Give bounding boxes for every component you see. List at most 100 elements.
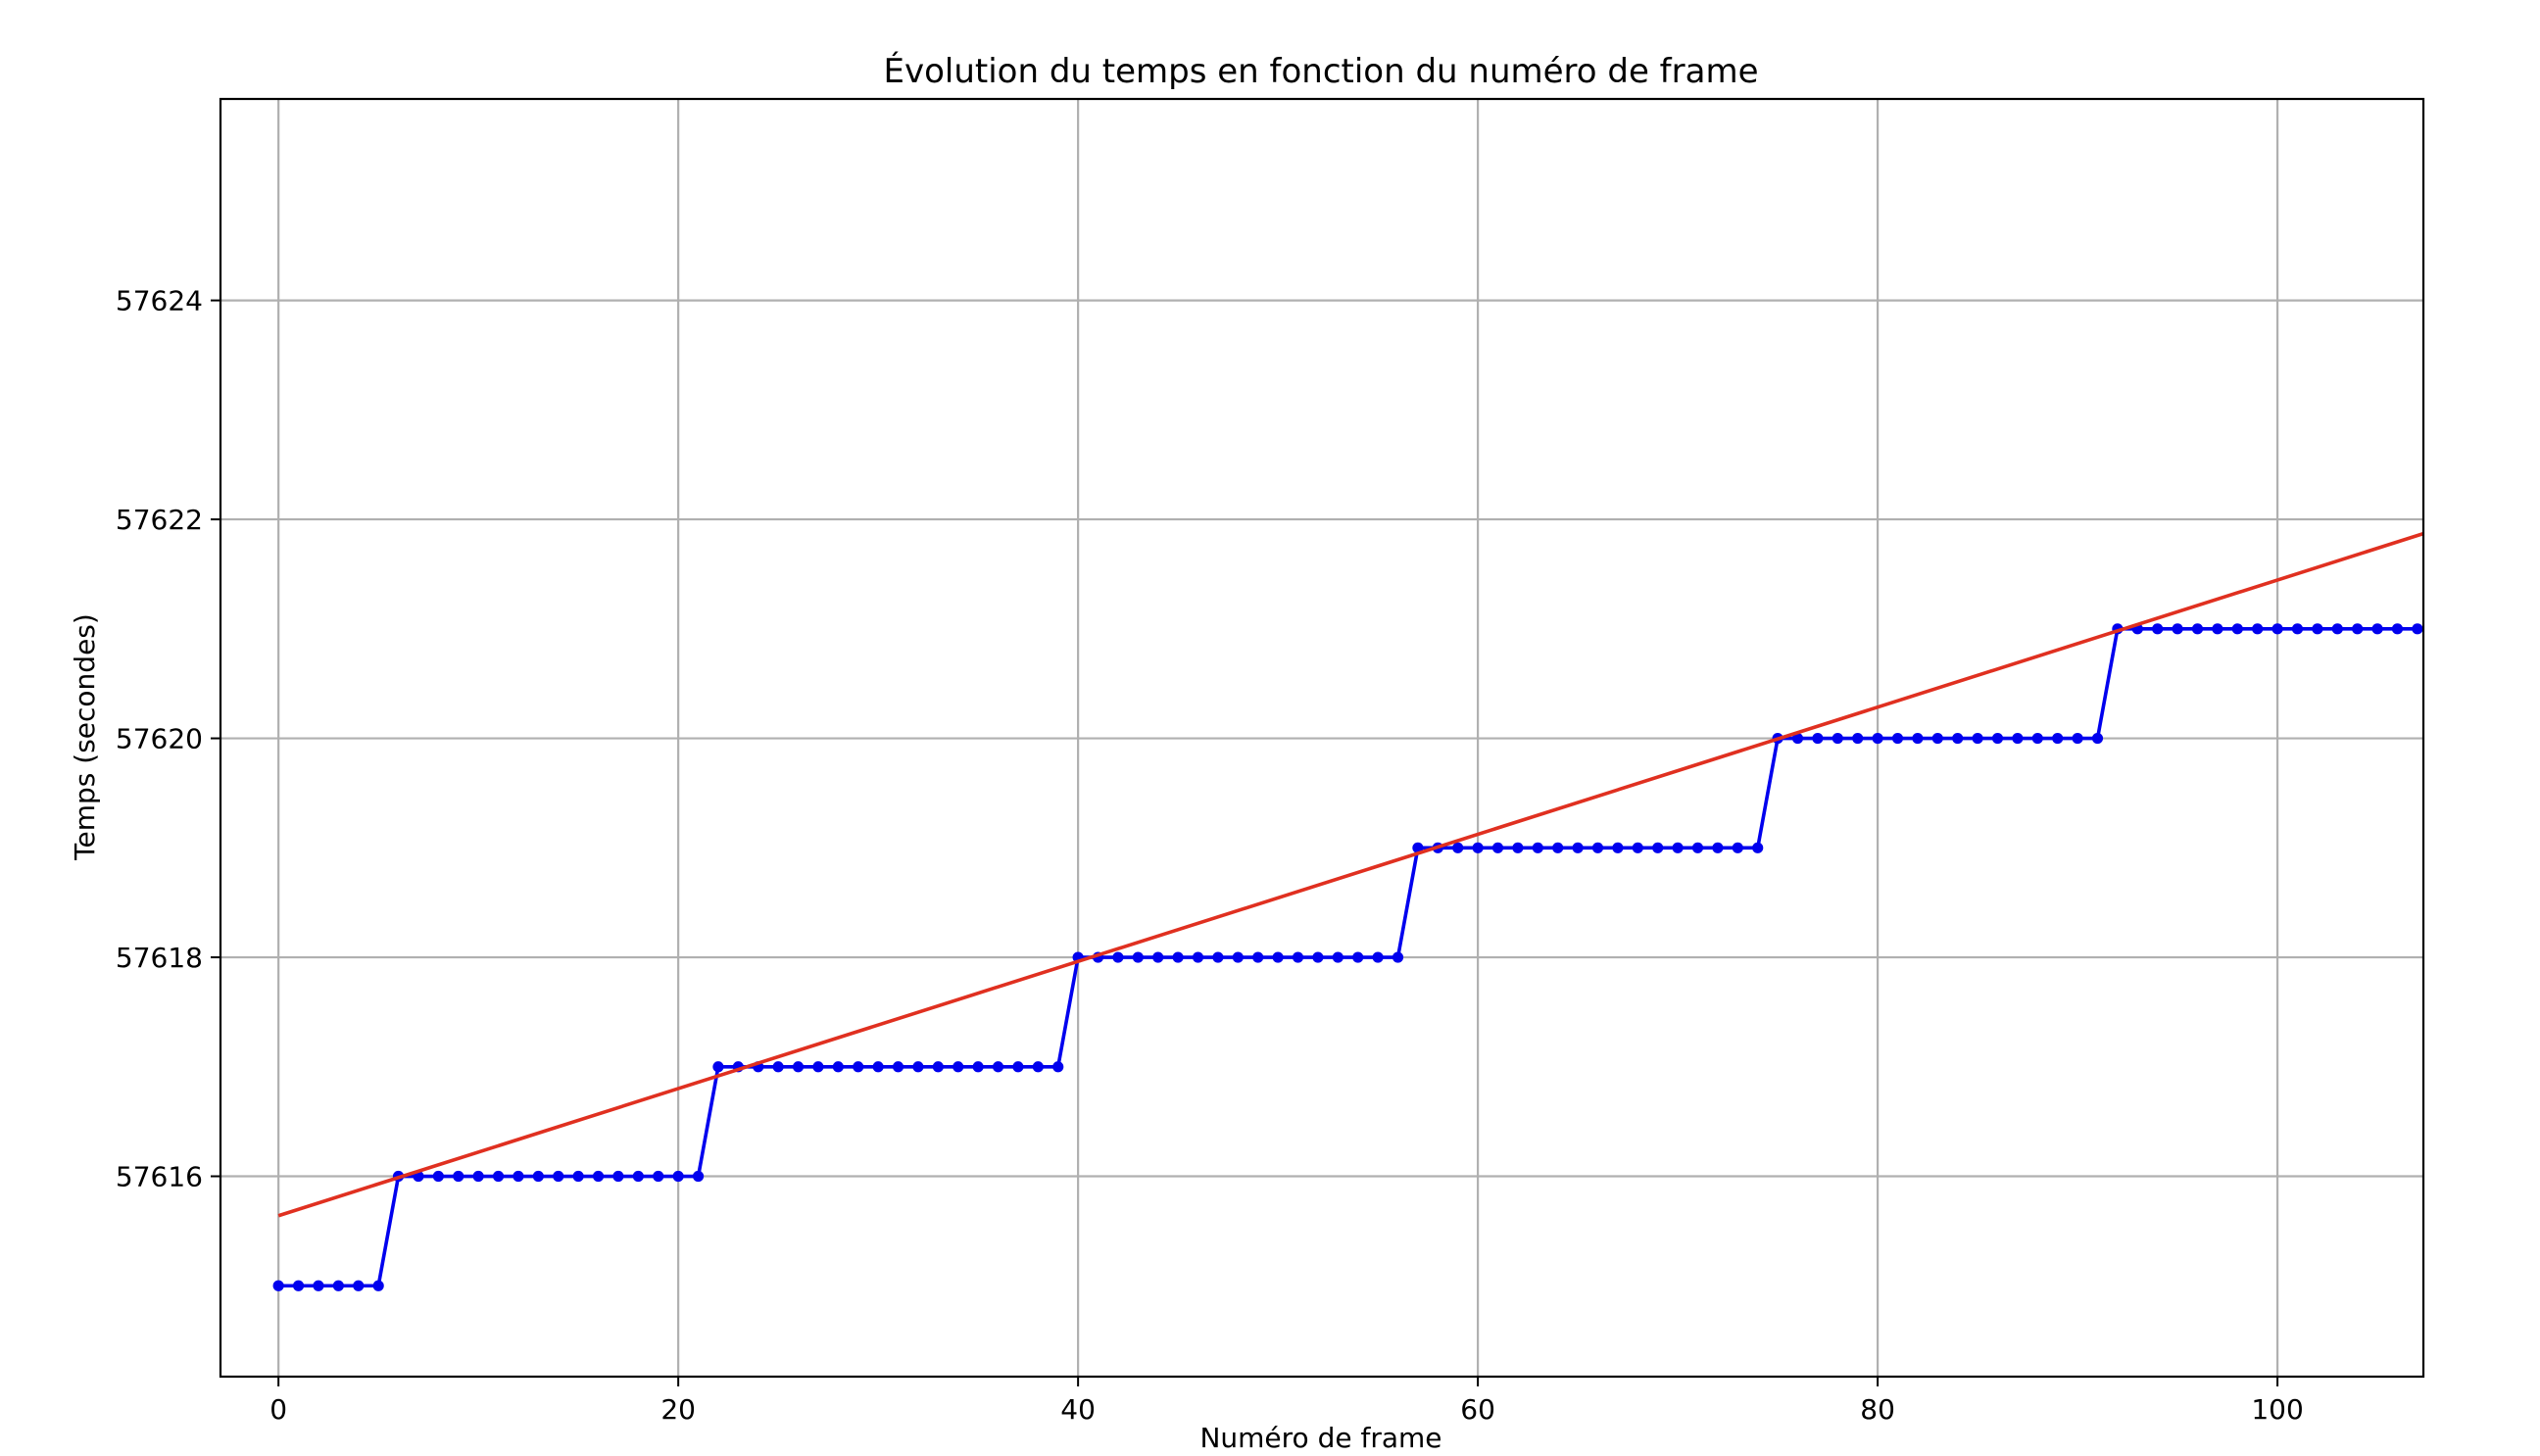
fit-line — [277, 531, 2423, 1218]
data-point — [532, 1170, 544, 1183]
data-point — [792, 1061, 805, 1073]
data-point — [1172, 951, 1184, 963]
data-point — [832, 1061, 844, 1073]
x-tick-label: 80 — [1860, 1393, 1895, 1426]
data-point — [1452, 842, 1464, 853]
data-point — [1372, 951, 1384, 963]
y-tick-label: 57624 — [116, 285, 203, 317]
data-point — [1732, 842, 1743, 853]
x-tick-label: 100 — [2251, 1393, 2303, 1426]
data-point — [872, 1061, 884, 1073]
x-tick-label: 60 — [1460, 1393, 1495, 1426]
data-point — [1392, 951, 1404, 963]
data-point — [1112, 951, 1124, 963]
data-point — [1852, 732, 1864, 745]
data-point — [2031, 732, 2043, 745]
data-point — [1472, 842, 1484, 853]
data-point — [1312, 951, 1324, 963]
data-point — [372, 1280, 384, 1291]
data-point — [2312, 623, 2323, 635]
y-axis-label: Temps (secondes) — [69, 613, 101, 861]
data-point — [2231, 623, 2243, 635]
y-tick-label: 57620 — [116, 723, 203, 755]
data-point — [572, 1170, 584, 1183]
data-point — [492, 1170, 505, 1183]
data-point — [1572, 842, 1584, 853]
data-point — [2291, 623, 2304, 635]
y-tick-label: 57622 — [116, 504, 203, 536]
data-point — [432, 1170, 444, 1183]
data-point — [2212, 623, 2223, 635]
data-point — [1512, 842, 1524, 853]
data-point — [2412, 623, 2423, 635]
data-point — [453, 1170, 464, 1183]
data-point — [1012, 1061, 1024, 1073]
data-point — [772, 1061, 784, 1073]
data-point — [1192, 951, 1204, 963]
axis-ticks: 0 20 40 60 80 100 57616 57618 57620 57622 57624 — [116, 285, 2304, 1426]
data-point — [1132, 951, 1144, 963]
data-point — [2072, 732, 2083, 745]
data-point — [1632, 842, 1643, 853]
data-point — [353, 1280, 365, 1291]
data-point — [2352, 623, 2364, 635]
series-fit — [277, 531, 2423, 1218]
data-point — [1232, 951, 1244, 963]
data-point — [1532, 842, 1543, 853]
data-point — [632, 1170, 644, 1183]
data-point — [2012, 732, 2024, 745]
x-tick-label: 20 — [660, 1393, 696, 1426]
data-point — [1272, 951, 1284, 963]
data-point — [1332, 951, 1343, 963]
data-point — [912, 1061, 924, 1073]
data-point — [332, 1280, 344, 1291]
x-axis-label: Numéro de frame — [1199, 1422, 1441, 1454]
data-point — [812, 1061, 824, 1073]
data-point — [1912, 732, 1924, 745]
data-point — [2152, 623, 2164, 635]
data-point — [1032, 1061, 1044, 1073]
data-point — [1952, 732, 1964, 745]
data-point — [932, 1061, 944, 1073]
data-point — [1552, 842, 1564, 853]
data-point — [1652, 842, 1664, 853]
x-tick-label: 40 — [1060, 1393, 1096, 1426]
data-point — [1972, 732, 1983, 745]
data-point — [513, 1170, 524, 1183]
data-point — [692, 1170, 705, 1183]
data-point — [972, 1061, 984, 1073]
data-point — [1352, 951, 1364, 963]
data-point — [1491, 842, 1504, 853]
data-point — [2271, 623, 2283, 635]
data-point — [2252, 623, 2264, 635]
data-point — [2052, 732, 2064, 745]
data-point — [1752, 842, 1764, 853]
data-point — [672, 1170, 684, 1183]
y-tick-label: 57618 — [116, 942, 203, 974]
data-point — [1152, 951, 1164, 963]
data-point — [2391, 623, 2404, 635]
x-tick-label: 0 — [269, 1393, 287, 1426]
data-point — [2371, 623, 2383, 635]
data-point — [1052, 1061, 1064, 1073]
data-point — [2191, 623, 2204, 635]
data-point — [2331, 623, 2343, 635]
data-point — [592, 1170, 605, 1183]
data-point — [1812, 732, 1824, 745]
data-point — [1292, 951, 1304, 963]
data-point — [292, 1280, 305, 1291]
y-tick-label: 57616 — [116, 1161, 203, 1193]
data-point — [892, 1061, 904, 1073]
data-point — [1212, 951, 1224, 963]
data-point — [1931, 732, 1943, 745]
chart-title: Évolution du temps en fonction du numéro… — [883, 51, 1758, 91]
data-point — [1872, 732, 1883, 745]
data-point — [1991, 732, 2004, 745]
data-point — [653, 1170, 664, 1183]
data-point — [1252, 951, 1264, 963]
data-point — [1591, 842, 1604, 853]
data-point — [712, 1061, 724, 1073]
series-steps — [272, 623, 2423, 1291]
data-point — [1791, 732, 1804, 745]
